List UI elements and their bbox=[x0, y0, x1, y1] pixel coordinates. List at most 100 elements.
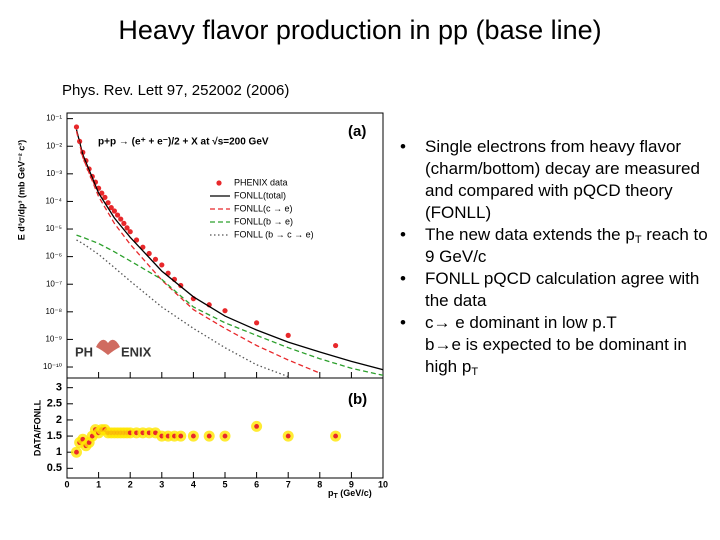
x-tick-label: 9 bbox=[349, 479, 354, 489]
slide-title: Heavy flavor production in pp (base line… bbox=[118, 15, 601, 45]
bullet-text: b→e is expected to be dominant in high p bbox=[425, 335, 687, 376]
data-point bbox=[333, 433, 338, 439]
y-axis-label: E d³σ/dp³ (mb GeV⁻² c³) bbox=[16, 140, 26, 240]
y-tick-label: 10⁻¹⁰ bbox=[43, 362, 62, 371]
bullet-text: Single electrons from heavy flavor (char… bbox=[425, 137, 700, 222]
legend-label: PHENIX data bbox=[234, 177, 288, 187]
data-point bbox=[74, 449, 79, 455]
y-tick-label: 10⁻³ bbox=[46, 169, 62, 178]
legend-marker bbox=[216, 180, 222, 186]
y-tick-label: 10⁻⁵ bbox=[46, 224, 62, 233]
data-point bbox=[191, 433, 196, 439]
x-tick-label: 7 bbox=[286, 479, 291, 489]
y-tick-label: 2.5 bbox=[47, 398, 62, 410]
curve bbox=[75, 129, 384, 371]
data-point bbox=[222, 308, 228, 314]
legend-label: FONLL(total) bbox=[234, 190, 286, 200]
bullet-line: FONLL pQCD calculation agree with the da… bbox=[425, 268, 714, 312]
bullet-line: b→e is expected to be dominant in high p… bbox=[425, 334, 714, 378]
y-tick-label: 3 bbox=[56, 382, 62, 394]
bullet-text: reach to 9 GeV/c bbox=[425, 225, 708, 266]
bullet-text: FONLL pQCD calculation agree with the da… bbox=[425, 269, 700, 310]
bullet-text: T bbox=[471, 366, 479, 378]
y-tick-label: 10⁻⁸ bbox=[46, 307, 63, 316]
logo-bird bbox=[96, 339, 120, 355]
x-tick-label: 6 bbox=[254, 479, 259, 489]
figure: E d³σ/dp³ (mb GeV⁻² c³) DATA/FONLL p+p →… bbox=[16, 112, 388, 500]
data-point bbox=[89, 433, 95, 439]
x-label-part: (GeV/c) bbox=[338, 488, 372, 498]
x-axis-label: pT (GeV/c) bbox=[328, 488, 372, 499]
legend-label: FONLL (b → c → e) bbox=[234, 229, 314, 239]
x-tick-label: 0 bbox=[64, 479, 69, 489]
data-point bbox=[99, 190, 105, 196]
legend-label: FONLL(c → e) bbox=[234, 203, 293, 213]
data-point bbox=[153, 430, 158, 436]
x-label-part: T bbox=[334, 493, 339, 500]
legend-label: FONLL(b → e) bbox=[234, 216, 293, 226]
y-tick-label: 10⁻⁷ bbox=[46, 279, 62, 288]
data-point bbox=[108, 204, 114, 211]
curve bbox=[76, 234, 384, 376]
data-point bbox=[152, 256, 159, 262]
bullet-text: T bbox=[634, 234, 642, 246]
data-point bbox=[114, 212, 121, 218]
annotation: p+p → (e⁺ + e⁻)/2 + X at √s=200 GeV bbox=[98, 137, 269, 148]
bullet-text: The new data extends the p bbox=[425, 225, 635, 244]
x-tick-label: 8 bbox=[317, 479, 322, 489]
data-point bbox=[140, 244, 146, 250]
reference: Phys. Rev. Lett 97, 252002 (2006) bbox=[62, 82, 289, 99]
y-tick-label: 10⁻⁶ bbox=[46, 252, 62, 261]
data-point bbox=[285, 433, 291, 439]
bullet-line: c→ e dominant in low p.T bbox=[425, 312, 714, 334]
data-point bbox=[124, 225, 130, 231]
data-point bbox=[254, 423, 259, 429]
y-tick-label: 10⁻² bbox=[46, 141, 62, 150]
bullet: Single electrons from heavy flavor (char… bbox=[396, 136, 714, 224]
data-point bbox=[333, 342, 339, 349]
data-point bbox=[111, 208, 117, 214]
x-tick-label: 2 bbox=[128, 479, 133, 489]
data-point bbox=[206, 433, 212, 439]
y-tick-label: 1.5 bbox=[47, 430, 62, 442]
data-point bbox=[146, 250, 152, 257]
data-point bbox=[127, 229, 133, 235]
curve bbox=[75, 131, 321, 374]
panel-label: (a) bbox=[348, 123, 366, 140]
data-point bbox=[254, 320, 260, 326]
x-tick-label: 10 bbox=[378, 479, 388, 489]
bullet: c→ e dominant in low p.T b→e is expected … bbox=[396, 312, 714, 378]
bullet: The new data extends the pT reach to 9 G… bbox=[396, 224, 714, 268]
data-point bbox=[118, 216, 124, 222]
data-point bbox=[133, 237, 140, 243]
logo-text: ENIX bbox=[121, 344, 152, 359]
y-tick-label: 0.5 bbox=[47, 462, 62, 474]
panel-label: (b) bbox=[348, 391, 367, 408]
data-point bbox=[73, 124, 80, 130]
data-point bbox=[86, 440, 92, 445]
x-tick-label: 5 bbox=[222, 479, 227, 489]
bullet-line: Single electrons from heavy flavor (char… bbox=[425, 136, 714, 224]
x-tick-label: 1 bbox=[96, 479, 101, 489]
bullet-line: The new data extends the pT reach to 9 G… bbox=[425, 224, 714, 268]
panel-frame bbox=[66, 112, 384, 379]
x-tick-label: 4 bbox=[191, 479, 196, 489]
y-axis-label: DATA/FONLL bbox=[32, 399, 42, 456]
data-point bbox=[102, 194, 108, 200]
data-point bbox=[105, 200, 111, 206]
y-tick-label: 2 bbox=[56, 414, 62, 426]
data-point bbox=[159, 262, 165, 268]
x-label-part: p bbox=[328, 488, 334, 498]
bullet-text: c→ e dominant in low p.T bbox=[425, 313, 617, 332]
data-point bbox=[222, 433, 228, 439]
y-tick-label: 10⁻⁹ bbox=[45, 335, 62, 344]
data-point bbox=[285, 332, 291, 338]
y-tick-label: 1 bbox=[56, 446, 62, 458]
data-point bbox=[121, 220, 127, 226]
y-tick-label: 10⁻¹ bbox=[46, 114, 62, 123]
x-tick-label: 3 bbox=[159, 479, 164, 489]
logo-text: PH bbox=[75, 344, 93, 359]
curve bbox=[76, 239, 289, 378]
